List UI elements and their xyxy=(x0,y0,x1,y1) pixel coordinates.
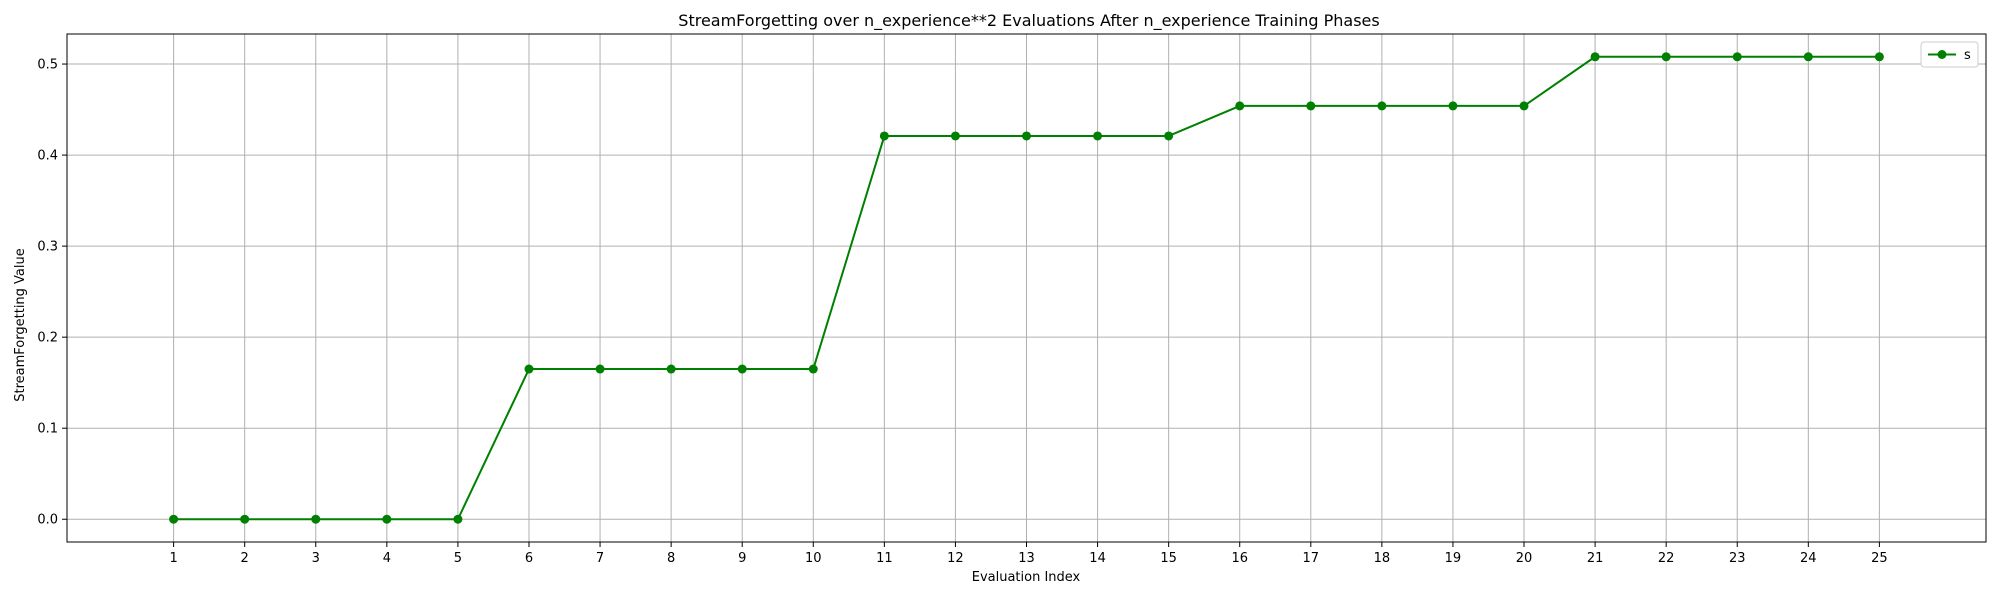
chart-title: StreamForgetting over n_experience**2 Ev… xyxy=(678,11,1379,31)
x-tick-label: 16 xyxy=(1231,551,1248,566)
legend-marker-sample xyxy=(1937,50,1947,59)
x-tick-label: 23 xyxy=(1729,551,1746,566)
data-point xyxy=(1093,131,1103,141)
y-tick-label: 0.4 xyxy=(37,149,58,164)
data-point xyxy=(1235,101,1245,111)
x-tick-label: 8 xyxy=(667,551,675,566)
x-tick-label: 18 xyxy=(1374,551,1391,566)
y-axis-ticks: 0.0 0.1 0.2 0.3 0.4 0.5 xyxy=(37,58,67,528)
y-tick-label: 0.5 xyxy=(37,58,58,73)
x-tick-label: 11 xyxy=(876,551,893,566)
data-point xyxy=(1164,131,1174,141)
x-tick-label: 25 xyxy=(1871,551,1888,566)
data-point xyxy=(1590,52,1600,62)
data-point xyxy=(808,364,818,374)
data-point xyxy=(950,131,960,141)
x-tick-label: 22 xyxy=(1658,551,1675,566)
x-tick-label: 5 xyxy=(454,551,462,566)
y-axis-label: StreamForgetting Value xyxy=(13,248,28,402)
data-point xyxy=(1022,131,1031,141)
x-tick-label: 2 xyxy=(241,551,249,566)
legend: s xyxy=(1920,41,1979,68)
y-tick-label: 0.1 xyxy=(37,422,58,437)
x-tick-label: 24 xyxy=(1800,551,1817,566)
y-tick-label: 0.3 xyxy=(37,240,58,255)
y-tick-label: 0.0 xyxy=(37,513,58,528)
data-point xyxy=(1448,101,1458,111)
data-point xyxy=(666,364,676,374)
x-tick-label: 13 xyxy=(1018,551,1035,566)
x-tick-label: 3 xyxy=(312,551,320,566)
x-tick-label: 15 xyxy=(1160,551,1177,566)
data-point xyxy=(453,514,463,524)
y-tick-label: 0.2 xyxy=(37,331,58,346)
x-axis-label: Evaluation Index xyxy=(972,570,1081,585)
data-point xyxy=(1803,52,1813,62)
data-point xyxy=(1306,101,1316,111)
grid xyxy=(67,34,1986,542)
x-tick-label: 21 xyxy=(1587,551,1604,566)
x-tick-label: 7 xyxy=(596,551,604,566)
data-point xyxy=(169,514,179,524)
x-tick-label: 6 xyxy=(525,551,533,566)
x-tick-label: 10 xyxy=(805,551,822,566)
x-tick-label: 4 xyxy=(383,551,391,566)
data-point xyxy=(737,364,747,374)
data-point xyxy=(382,514,392,524)
data-point xyxy=(1377,101,1387,111)
x-tick-label: 17 xyxy=(1303,551,1320,566)
data-point xyxy=(240,514,250,524)
data-point xyxy=(311,514,321,524)
x-tick-label: 19 xyxy=(1445,551,1462,566)
data-point xyxy=(879,131,889,141)
series-layer xyxy=(169,52,1884,524)
x-tick-label: 9 xyxy=(738,551,746,566)
x-axis-ticks: 1 2 3 4 5 6 7 8 9 10 11 12 13 14 15 16 17 18 19 20 21 22 23 24 2… xyxy=(169,542,1888,566)
data-point xyxy=(1661,52,1671,62)
x-tick-label: 1 xyxy=(169,551,177,566)
x-tick-label: 20 xyxy=(1516,551,1533,566)
data-point xyxy=(1519,101,1529,111)
data-point xyxy=(1874,52,1884,62)
data-point xyxy=(1732,52,1742,62)
data-point xyxy=(595,364,605,374)
x-tick-label: 14 xyxy=(1089,551,1106,566)
data-point xyxy=(524,364,534,374)
legend-label: s xyxy=(1964,48,1971,63)
x-tick-label: 12 xyxy=(947,551,964,566)
